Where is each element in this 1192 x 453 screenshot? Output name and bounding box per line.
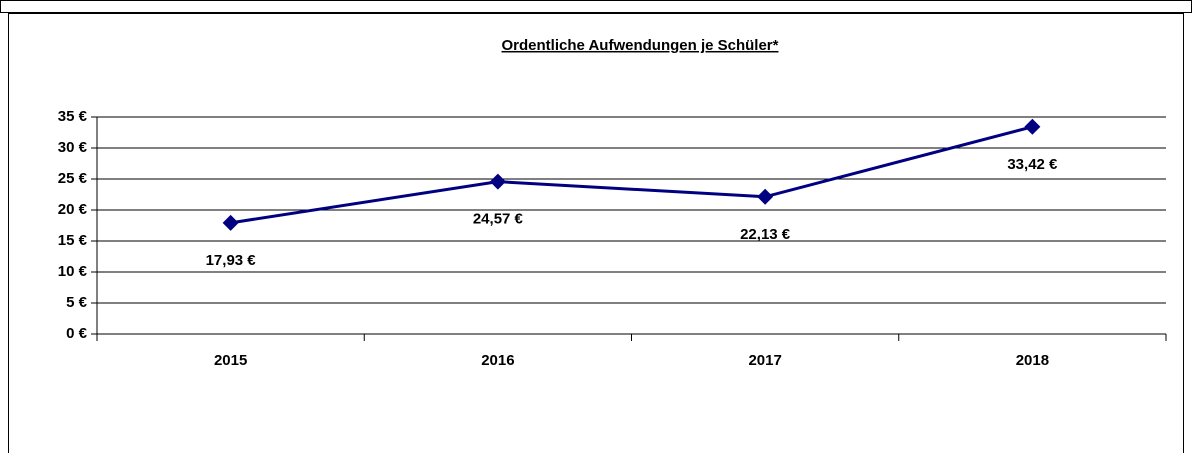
marker: [489, 173, 506, 190]
marker: [1024, 118, 1041, 135]
top-frame: [0, 0, 1192, 13]
y-tick-label: 20 €: [58, 201, 88, 218]
x-tick-label: 2016: [481, 352, 514, 369]
x-tick-label: 2015: [214, 352, 247, 369]
series-line: [230, 125, 1033, 225]
y-tick-label: 30 €: [58, 139, 88, 156]
marker: [757, 188, 774, 205]
marker: [222, 214, 239, 231]
y-tick-label: 35 €: [58, 108, 88, 125]
data-label: 17,93 €: [206, 252, 257, 269]
y-tick-label: 0 €: [66, 325, 88, 342]
x-tick-label: 2018: [1016, 352, 1049, 369]
data-label: 24,57 €: [473, 211, 524, 228]
y-tick-label: 5 €: [66, 294, 88, 311]
y-tick-label: 10 €: [58, 263, 88, 280]
chart-frame: [8, 13, 1184, 453]
y-tick-label: 25 €: [58, 170, 88, 187]
y-tick-label: 15 €: [58, 232, 88, 249]
data-label: 33,42 €: [1007, 156, 1058, 173]
data-label: 22,13 €: [740, 226, 791, 243]
chart-title: Ordentliche Aufwendungen je Schüler*: [502, 37, 779, 54]
x-tick-label: 2017: [748, 352, 781, 369]
